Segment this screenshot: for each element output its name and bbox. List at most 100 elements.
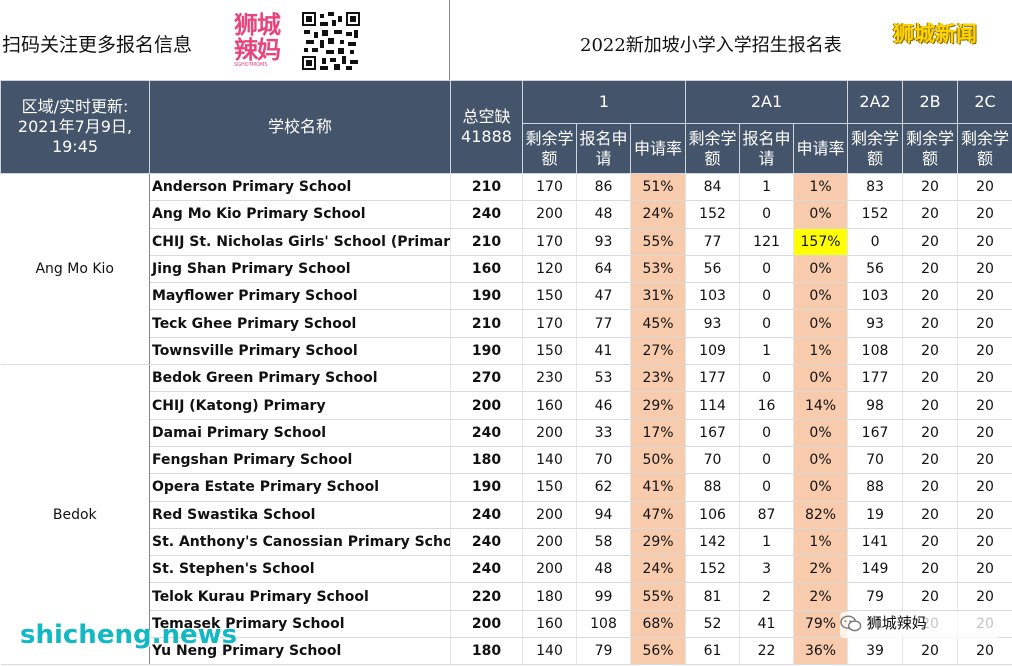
school-name: St. Anthony's Canossian Primary School [149, 528, 451, 557]
p1-rate-cell: 24% [630, 200, 687, 229]
p2a1-remaining-cell: 88 [685, 473, 741, 502]
p2a1-applied-cell: 41 [739, 610, 795, 639]
top-banner: 扫码关注更多报名信息 狮城 辣妈 SGHOTMOMS 2022新加坡小学入学招生… [0, 0, 1012, 80]
p2c-remaining-cell: 20 [957, 446, 1012, 475]
header-region: 区域/实时更新: 2021年7月9日, 19:45 [0, 80, 150, 174]
school-name: Jing Shan Primary School [149, 255, 451, 284]
total-cell: 190 [450, 473, 523, 502]
p1-remaining-cell: 150 [522, 337, 577, 366]
p2a1-remaining-cell: 142 [685, 528, 741, 557]
table-row: CHIJ (Katong) Primary 200 160 46 29% 114 16 14%… [1, 391, 1012, 420]
p2a1-rate-cell: 1% [793, 528, 849, 557]
brand-logo: 狮城 辣妈 SGHOTMOMS [234, 10, 281, 68]
p1-rate-cell: 56% [630, 637, 687, 666]
p2b-remaining-cell: 20 [902, 419, 959, 447]
total-cell: 220 [450, 582, 523, 611]
table-row: Damai Primary School 240 200 33 17% 167 0 0% 167… [1, 419, 1012, 447]
p1-rate-cell: 45% [630, 309, 687, 338]
total-cell: 180 [450, 446, 523, 475]
p2a1-rate-cell: 0% [793, 473, 849, 502]
p2a2-remaining-cell: 88 [847, 473, 904, 502]
p1-rate-cell: 31% [630, 282, 687, 311]
p1-rate-cell: 17% [630, 419, 687, 447]
table-body: Ang Mo Kio Anderson Primary School 210 170 8… [0, 173, 1012, 666]
p1-rate-cell: 51% [630, 173, 687, 202]
header-school: 学校名称 [149, 80, 451, 174]
total-cell: 240 [450, 555, 523, 584]
p2b-remaining-cell: 20 [902, 309, 959, 338]
p2a1-applied-cell: 0 [739, 446, 795, 475]
table-row: Mayflower Primary School 190 150 47 31% 103 0 0… [1, 282, 1012, 311]
p2a1-rate-cell: 2% [793, 555, 849, 584]
p2a1-rate-cell: 79% [793, 610, 849, 639]
total-cell: 240 [450, 200, 523, 229]
header-phase-2b: 2B [902, 80, 959, 124]
p1-applied-cell: 53 [576, 364, 631, 393]
p1-applied-cell: 58 [576, 528, 631, 557]
p2c-remaining-cell: 20 [957, 391, 1012, 420]
total-cell: 160 [450, 255, 523, 284]
p2a1-applied-cell: 16 [739, 391, 795, 420]
school-name: Teck Ghee Primary School [149, 309, 451, 338]
p1-applied-cell: 79 [576, 637, 631, 666]
p2b-remaining-cell: 20 [902, 446, 959, 475]
p1-remaining-cell: 140 [522, 446, 577, 475]
sub-remaining: 剩余学额 [902, 123, 959, 174]
p2a1-rate-cell: 0% [793, 255, 849, 284]
p1-applied-cell: 47 [576, 282, 631, 311]
p2a1-applied-cell: 0 [739, 309, 795, 338]
school-name: Opera Estate Primary School [149, 473, 451, 502]
p2a1-applied-cell: 3 [739, 555, 795, 584]
p2b-remaining-cell: 20 [902, 255, 959, 284]
p2b-remaining-cell: 20 [902, 173, 959, 202]
sub-remaining: 剩余学额 [522, 123, 577, 174]
p2a2-remaining-cell: 149 [847, 555, 904, 584]
p1-applied-cell: 70 [576, 446, 631, 475]
p2a1-remaining-cell: 70 [685, 446, 741, 475]
table-row: Yu Neng Primary School 180 140 79 56% 61 22 36%… [1, 637, 1012, 666]
qr-code-icon[interactable] [302, 12, 360, 70]
p1-rate-cell: 55% [630, 228, 687, 256]
p2a1-applied-cell: 0 [739, 200, 795, 229]
p1-applied-cell: 77 [576, 309, 631, 338]
p2c-remaining-cell: 20 [957, 364, 1012, 393]
p2a2-remaining-cell: 141 [847, 528, 904, 557]
promo-text: 扫码关注更多报名信息 [2, 34, 193, 56]
p2a2-remaining-cell: 0 [847, 228, 904, 256]
sub-rate: 申请率 [793, 123, 849, 174]
p2b-remaining-cell: 20 [902, 200, 959, 229]
brand-watermark: 狮城新闻 [893, 22, 977, 46]
p2c-remaining-cell: 20 [957, 282, 1012, 311]
p2a2-remaining-cell: 152 [847, 200, 904, 229]
p2a1-rate-cell: 157% [793, 228, 849, 256]
p2a2-remaining-cell: 56 [847, 255, 904, 284]
p1-remaining-cell: 150 [522, 473, 577, 502]
p2a1-applied-cell: 22 [739, 637, 795, 666]
school-name: Fengshan Primary School [149, 446, 451, 475]
total-cell: 200 [450, 610, 523, 639]
p1-rate-cell: 41% [630, 473, 687, 502]
p2a1-remaining-cell: 81 [685, 582, 741, 611]
p2c-remaining-cell: 20 [957, 309, 1012, 338]
table-row: Fengshan Primary School 180 140 70 50% 70 0 0% 7… [1, 446, 1012, 475]
enrolment-table: 区域/实时更新: 2021年7月9日, 19:45 学校名称 总空缺 41888 … [0, 80, 1012, 666]
sub-remaining: 剩余学额 [847, 123, 904, 174]
p1-remaining-cell: 170 [522, 173, 577, 202]
p2a1-rate-cell: 36% [793, 637, 849, 666]
p1-remaining-cell: 120 [522, 255, 577, 284]
p1-remaining-cell: 180 [522, 582, 577, 611]
p2a1-applied-cell: 1 [739, 337, 795, 366]
p2a1-applied-cell: 1 [739, 528, 795, 557]
school-name: Mayflower Primary School [149, 282, 451, 311]
p1-rate-cell: 23% [630, 364, 687, 393]
sub-rate: 申请率 [629, 123, 687, 174]
p2a1-applied-cell: 0 [739, 255, 795, 284]
table-row: Jing Shan Primary School 160 120 64 53% 56 0 0%… [1, 255, 1012, 284]
p2a1-rate-cell: 0% [793, 282, 849, 311]
p1-rate-cell: 27% [630, 337, 687, 366]
table-row: Red Swastika School 240 200 94 47% 106 87 82% 19… [1, 501, 1012, 529]
p2c-remaining-cell: 20 [957, 337, 1012, 366]
wechat-icon [840, 615, 862, 631]
p2a1-rate-cell: 14% [793, 391, 849, 420]
p2a1-rate-cell: 0% [793, 446, 849, 475]
